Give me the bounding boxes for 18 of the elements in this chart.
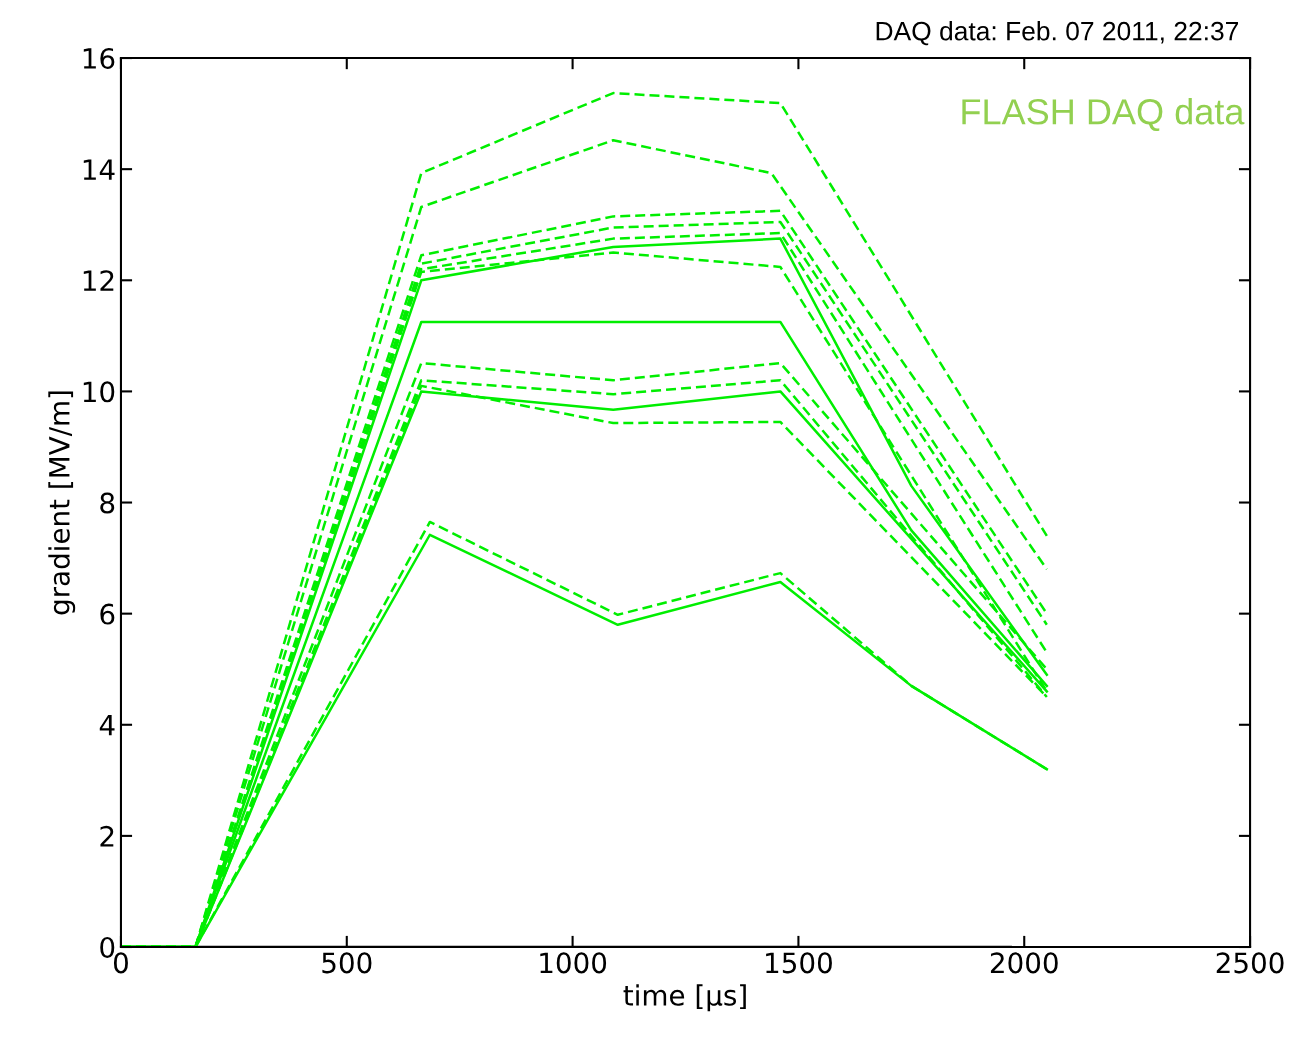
annotation: FLASH DAQ data: [962, 98, 1245, 132]
x-tick-label: 2500: [1216, 952, 1284, 974]
y-tick-label: 0: [100, 936, 115, 958]
x-tick-label: 1500: [766, 952, 832, 974]
x-tick-label: 1000: [540, 952, 607, 974]
x-tick-label: 500: [322, 952, 372, 974]
y-tick-label: 8: [100, 492, 115, 514]
y-axis-title: gradient [MV/m]: [48, 391, 76, 615]
x-axis-title: time [µs]: [623, 984, 746, 1012]
x-tick-label: 2000: [990, 952, 1058, 974]
y-tick-label: 12: [83, 270, 114, 291]
y-tick-label: 16: [83, 47, 115, 69]
text: DAQ data: Feb. 07 2011, 22:37: [876, 21, 1239, 46]
y-tick-label: 10: [83, 381, 115, 403]
y-tick-label: 2: [100, 825, 114, 847]
y-tick-label: 4: [99, 715, 115, 736]
y-tick-label: 6: [100, 603, 115, 625]
y-tick-label: 14: [83, 159, 115, 180]
